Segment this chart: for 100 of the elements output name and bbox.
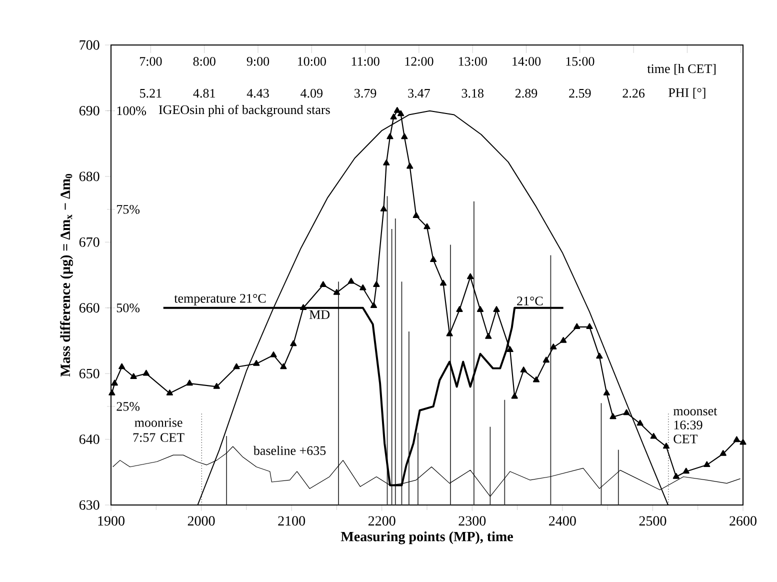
y-tick-label: 690 [79,106,100,116]
y-tick-label: 640 [79,434,100,444]
x-tick-label: 1900 [98,516,124,526]
point [446,330,453,336]
point [574,323,580,330]
y-tick-label: 660 [79,303,100,313]
point [186,380,193,386]
point [550,344,557,350]
point [440,280,447,286]
point [672,473,680,479]
point [650,432,657,439]
y2-tick-label: 25% [116,402,140,411]
point [560,336,567,343]
point [118,363,126,370]
point [406,162,414,169]
point [511,392,518,399]
annotation: 3.18 [462,88,484,98]
point [253,360,260,366]
point [360,284,366,290]
point [130,373,137,379]
point [300,304,307,310]
point [398,110,404,116]
annotation: 2.59 [569,88,591,98]
point [704,461,710,468]
point [485,333,492,339]
point [586,323,593,330]
point [520,366,527,372]
point [662,442,670,449]
point [280,363,287,370]
y2-tick-label: 100% [117,106,146,116]
point [412,212,420,218]
x2-axis-title: time [h CET] [647,64,716,75]
annotation: 3.47 [408,88,430,98]
x2-tick-label: 8:00 [193,57,216,66]
point [623,409,630,416]
y-tick-label: 670 [79,237,100,247]
x2-tick-label: 15:00 [566,57,594,66]
point [270,351,277,358]
y-tick-label: 630 [79,500,100,510]
x2-tick-label: 10:00 [298,57,326,66]
annotation: 5.21 [140,88,162,98]
annotation: moonset 16:39 CET [673,408,718,444]
point [233,363,240,370]
annotation: PHI [°] [668,88,706,99]
point [430,256,437,262]
annotation: 3.79 [354,88,376,98]
x-tick-label: 2000 [188,516,215,526]
annotation: baseline +635 [253,446,326,456]
point [290,340,297,346]
point [532,376,540,382]
point [424,223,430,230]
annotation: 4.43 [246,88,269,98]
annotation: 4.09 [300,88,322,98]
x-axis-title: Measuring points (MP), time [340,531,513,544]
x-tick-label: 2400 [549,516,576,526]
annotation: MD [309,310,330,319]
point [320,281,326,287]
point [401,133,408,140]
point [467,273,474,280]
point [542,356,550,363]
point [213,382,220,389]
x-tick-label: 2200 [368,516,396,526]
x-tick-label: 2100 [278,516,306,526]
point [166,390,173,396]
point [386,133,394,140]
point [610,413,616,420]
y2-tick-label: 75% [117,204,140,214]
point [476,306,484,312]
annotation: 21°C [517,296,543,306]
point [380,206,387,212]
y2-tick-label: 50% [116,304,140,312]
x2-tick-label: 11:00 [352,57,380,66]
x-tick-label: 2500 [639,516,666,526]
annotation: 2.89 [515,88,538,98]
point [740,438,746,445]
annotation: 2.26 [622,88,645,98]
point [636,420,644,426]
y-tick-label: 650 [79,368,100,378]
point [333,289,340,295]
point [373,281,380,287]
annotation: moonrise 7:57 CET [133,418,184,442]
y-tick-label: 680 [79,172,100,182]
point [506,346,514,352]
point [111,380,118,386]
annotation: temperature 21°C [174,294,266,306]
point [493,306,500,312]
y-tick-label: 700 [80,40,100,50]
x-tick-label: 2600 [730,516,756,526]
point [682,468,690,474]
point [390,114,397,120]
x2-tick-label: 13:00 [458,57,487,66]
point [603,390,610,396]
point [383,160,390,166]
x-tick-label: 2300 [458,516,486,526]
x2-tick-label: 9:00 [246,57,270,66]
point [733,436,740,442]
y2-axis-title: IGEOsin phi of background stars [158,104,330,117]
text: Mass difference (µg) = Δm$_{x}$ − Δm$_{0}$ [60,174,74,377]
point [142,370,150,376]
point [720,450,726,456]
